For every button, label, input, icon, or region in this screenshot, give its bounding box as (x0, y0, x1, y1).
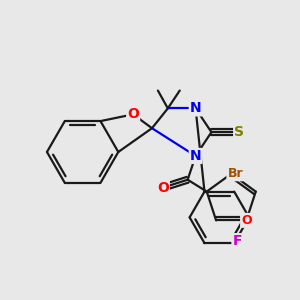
Text: N: N (190, 149, 201, 163)
Text: S: S (234, 125, 244, 139)
Text: O: O (157, 181, 169, 195)
Text: F: F (232, 234, 242, 248)
Text: Br: Br (227, 167, 243, 180)
Text: O: O (127, 107, 139, 121)
Text: O: O (241, 214, 252, 227)
Text: N: N (190, 101, 201, 116)
